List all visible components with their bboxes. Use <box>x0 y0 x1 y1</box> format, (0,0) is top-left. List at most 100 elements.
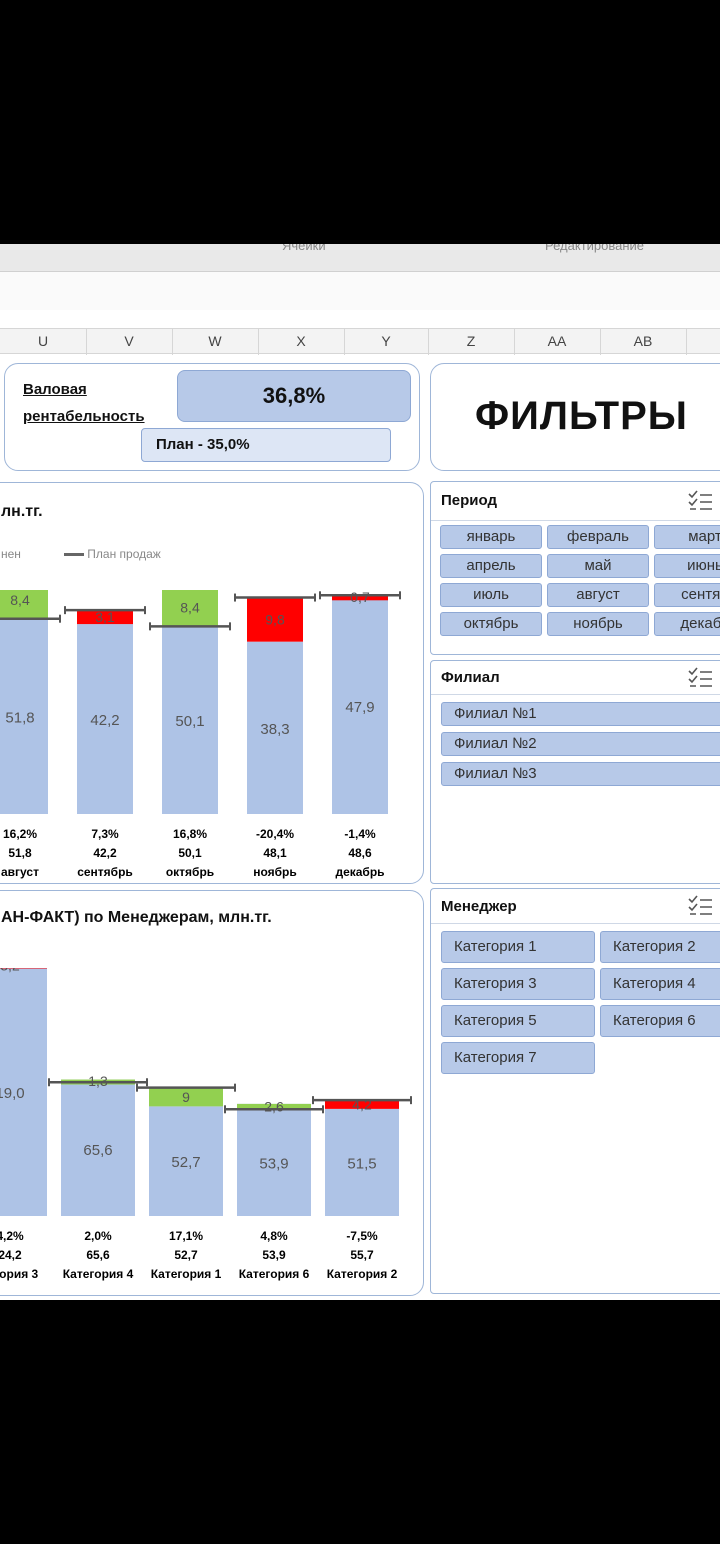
column-header-w[interactable]: W <box>208 333 222 349</box>
plan-value-label: 48,1 <box>263 846 287 860</box>
category-label: тегория 3 <box>0 1267 39 1281</box>
manager-item[interactable]: Категория 5 <box>441 1005 595 1037</box>
period-item[interactable]: июнь <box>654 554 720 578</box>
period-item[interactable]: ноябрь <box>547 612 649 636</box>
ribbon-editing-group[interactable]: Редактирование <box>545 244 645 253</box>
plan-value-label: 51,8 <box>8 846 32 860</box>
period-item[interactable]: февраль <box>547 525 649 549</box>
manager-item[interactable]: Категория 7 <box>441 1042 595 1074</box>
period-item[interactable]: март <box>654 525 720 549</box>
monthly-sales-chart: 8,4 51,8 16,2% 51,8 август 3,1 42,2 7,3% 42,2 сен… <box>0 590 401 879</box>
variance-label: 3,2 <box>0 968 20 973</box>
variance-label: 3,1 <box>95 609 115 625</box>
fact-bar <box>149 1106 223 1216</box>
variance-bar <box>149 1087 223 1107</box>
variance-bar <box>237 1103 311 1110</box>
period-item[interactable]: август <box>547 583 649 607</box>
variance-bar <box>0 590 48 619</box>
variance-label: 4,2 <box>352 1097 372 1113</box>
category-label: сентябрь <box>77 865 133 879</box>
percent-label: 16,8% <box>173 827 207 841</box>
variance-bar <box>162 590 218 627</box>
percent-label: 16,2% <box>3 827 37 841</box>
ribbon-cells-group[interactable]: Ячейки <box>282 244 326 253</box>
manager-item[interactable]: Категория 1 <box>441 931 595 963</box>
period-item[interactable]: сентяб <box>654 583 720 607</box>
manager-item[interactable]: Категория 3 <box>441 968 595 1000</box>
column-header-u[interactable]: U <box>37 333 49 349</box>
period-slicer-title: Период <box>441 492 497 509</box>
percent-label: 4,2% <box>0 1229 24 1243</box>
branch-item[interactable]: Филиал №3 <box>441 762 720 786</box>
category-label: октябрь <box>166 865 214 879</box>
percent-label: 4,8% <box>260 1229 288 1243</box>
variance-label: 8,4 <box>180 599 200 615</box>
manager-item[interactable]: Категория 6 <box>600 1005 720 1037</box>
percent-label: 17,1% <box>169 1229 203 1243</box>
legend-plan-line-icon <box>64 547 87 561</box>
fact-bar <box>325 1108 399 1216</box>
manager-item[interactable]: Категория 2 <box>600 931 720 963</box>
filters-title: ФИЛЬТРЫ <box>475 394 688 438</box>
period-item[interactable]: январь <box>440 525 542 549</box>
column-header-v[interactable]: V <box>124 333 134 349</box>
fact-value-label: 65,6 <box>83 1142 112 1159</box>
fact-bar <box>0 968 47 1216</box>
variance-label: 8,4 <box>10 592 30 608</box>
variance-label: 9,8 <box>265 612 285 628</box>
monthly-chart-legend: нен План продаж <box>1 547 161 561</box>
category-label: Категория 6 <box>239 1267 310 1281</box>
category-label: Категория 4 <box>63 1267 134 1281</box>
monthly-chart-title: лн.тг. <box>1 503 43 520</box>
branch-item[interactable]: Филиал №1 <box>441 702 720 726</box>
legend-plan-label: План продаж <box>87 547 161 561</box>
column-header-z[interactable]: Z <box>466 333 476 349</box>
manager-sales-chart: 3,2 19,0 4,2% 24,2 тегория 3 1,3 65,6 2,0% 65,6 К… <box>0 968 412 1281</box>
plan-value-label: 48,6 <box>348 846 372 860</box>
percent-label: 2,0% <box>84 1229 112 1243</box>
fact-value-label: 38,3 <box>260 721 289 738</box>
column-header-ab[interactable]: AB <box>633 333 653 349</box>
fact-bar <box>247 641 303 814</box>
filters-panel: ФИЛЬТРЫ <box>430 363 720 471</box>
column-header-y[interactable]: Y <box>381 333 391 349</box>
kpi-value: 36,8% <box>177 370 411 422</box>
variance-label: 9 <box>182 1089 190 1105</box>
fact-value-label: 51,5 <box>347 1155 376 1172</box>
multi-select-icon[interactable] <box>687 490 713 512</box>
fact-value-label: 19,0 <box>0 1085 25 1102</box>
manager-item[interactable]: Категория 4 <box>600 968 720 1000</box>
period-item[interactable]: май <box>547 554 649 578</box>
kpi-plan: План - 35,0% <box>141 428 391 462</box>
variance-bar <box>332 595 388 601</box>
period-item[interactable]: декабр <box>654 612 720 636</box>
plan-value-label: 53,9 <box>262 1248 286 1262</box>
period-item[interactable]: июль <box>440 583 542 607</box>
category-label: ноябрь <box>253 865 297 879</box>
branch-slicer-title: Филиал <box>441 669 500 686</box>
plan-value-label: 65,6 <box>86 1248 110 1262</box>
column-headers: U V W X Y Z AA AB <box>0 328 720 355</box>
multi-select-icon[interactable] <box>687 895 713 917</box>
column-header-aa[interactable]: AA <box>547 333 567 349</box>
fact-bar <box>61 1079 135 1216</box>
period-item[interactable]: октябрь <box>440 612 542 636</box>
column-header-x[interactable]: X <box>296 333 306 349</box>
fact-value-label: 42,2 <box>90 712 119 729</box>
fact-value-label: 50,1 <box>175 713 204 730</box>
plan-value-label: 42,2 <box>93 846 117 860</box>
plan-value-label: 55,7 <box>350 1248 374 1262</box>
legend-fact-label: нен <box>1 547 21 561</box>
category-label: Категория 1 <box>151 1267 222 1281</box>
kpi-label: Валовая рентабельность <box>23 381 145 425</box>
fact-bar <box>0 590 48 814</box>
variance-label: 2,6 <box>264 1099 284 1115</box>
fact-value-label: 47,9 <box>345 699 374 716</box>
variance-bar <box>77 610 133 625</box>
period-item[interactable]: апрель <box>440 554 542 578</box>
formula-area <box>0 272 720 310</box>
fact-bar <box>332 598 388 814</box>
percent-label: 7,3% <box>91 827 119 841</box>
multi-select-icon[interactable] <box>687 667 713 689</box>
branch-item[interactable]: Филиал №2 <box>441 732 720 756</box>
